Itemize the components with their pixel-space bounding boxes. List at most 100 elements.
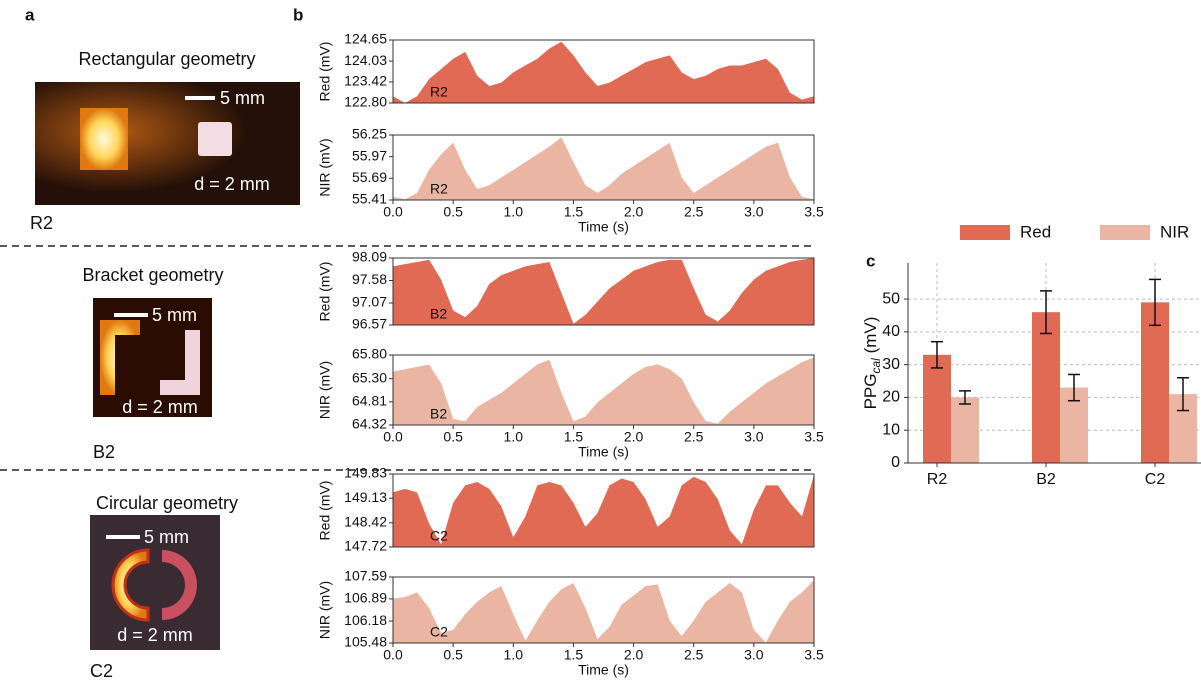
x-tick-label: 1.5	[564, 647, 584, 663]
area	[393, 475, 814, 547]
y-tick-label: 55.41	[352, 191, 387, 207]
y-tick-label: 124.65	[344, 31, 387, 47]
x-tick-label: R2	[927, 471, 948, 488]
photo-led	[111, 548, 150, 622]
x-tick-label: 3.5	[804, 429, 824, 445]
y-axis-label: Red (mV)	[317, 262, 333, 322]
scale-label: 5 mm	[220, 88, 265, 108]
y-tick-label: 30	[882, 356, 900, 373]
y-tick-label: 40	[882, 323, 900, 340]
series-label: R2	[430, 84, 448, 100]
y-axis-label-sub: cal	[869, 358, 883, 374]
y-tick-label: 50	[882, 290, 900, 307]
y-tick-label: 20	[882, 389, 900, 406]
y-axis-label-main: PPG	[861, 373, 880, 409]
series-label: B2	[430, 406, 447, 422]
x-tick-label: C2	[1145, 471, 1166, 488]
y-tick-label: 148.42	[344, 513, 387, 529]
photo-name: B2	[93, 442, 115, 462]
x-tick-label: 3.5	[804, 204, 824, 220]
x-tick-label: 3.0	[744, 647, 764, 663]
x-tick-label: 1.0	[504, 204, 524, 220]
plot-frame	[392, 257, 815, 326]
photo-detector	[198, 122, 232, 156]
legend-swatch	[960, 225, 1010, 240]
photo-title: Rectangular geometry	[78, 49, 255, 69]
x-tick-label: B2	[1036, 471, 1056, 488]
y-tick-label: 105.48	[344, 634, 387, 650]
y-tick-label: 149.83	[344, 465, 387, 481]
x-axis-label: Time (s)	[578, 444, 629, 460]
panel-label: c	[866, 251, 875, 270]
y-tick-label: 98.09	[352, 249, 387, 265]
y-tick-label: 106.89	[344, 590, 387, 606]
error-bar	[1040, 290, 1052, 335]
scale-label: 5 mm	[152, 305, 197, 325]
y-tick-label: 65.80	[352, 346, 387, 362]
y-tick-label: 64.81	[352, 393, 387, 409]
y-tick-label: 55.97	[352, 147, 387, 163]
x-tick-label: 2.0	[624, 647, 644, 663]
x-tick-label: 0.5	[443, 647, 463, 663]
plot-frame	[392, 39, 815, 104]
distance-label: d = 2 mm	[122, 397, 198, 417]
y-axis-label-unit: (mV)	[861, 317, 880, 359]
bar	[923, 354, 951, 463]
y-tick-label: 65.30	[352, 369, 387, 385]
y-tick-label: 123.42	[344, 73, 387, 89]
x-tick-label: 1.0	[504, 647, 524, 663]
y-tick-label: 106.18	[344, 612, 387, 628]
error-bar	[1149, 278, 1161, 327]
photo-detector	[160, 330, 200, 395]
x-tick-label: 2.0	[624, 204, 644, 220]
y-axis-label: NIR (mV)	[317, 581, 333, 639]
photo-led	[100, 320, 140, 395]
x-tick-label: 0.5	[443, 204, 463, 220]
y-axis-label: Red (mV)	[317, 42, 333, 102]
legend-label: NIR	[1160, 222, 1189, 241]
plot-frame	[392, 134, 815, 201]
x-tick-label: 0.5	[443, 429, 463, 445]
error-bar	[959, 390, 971, 405]
y-tick-label: 149.13	[344, 489, 387, 505]
area	[393, 258, 814, 325]
x-axis-label: Time (s)	[578, 662, 629, 678]
legend-swatch	[1100, 225, 1150, 240]
x-tick-label: 3.0	[744, 429, 764, 445]
plot-frame	[392, 576, 815, 644]
photo-bracket: Bracket geometry 5 mm d = 2 mm B2	[82, 265, 223, 462]
distance-label: d = 2 mm	[117, 625, 193, 645]
y-tick-label: 122.80	[344, 94, 387, 110]
series-label: C2	[430, 528, 448, 544]
y-tick-label: 124.03	[344, 52, 387, 68]
area	[393, 137, 814, 200]
y-tick-label: 97.07	[352, 294, 387, 310]
x-axis-label: Time (s)	[578, 219, 629, 235]
bar	[1141, 302, 1169, 463]
photo-name: C2	[90, 661, 113, 681]
photo-title: Circular geometry	[96, 493, 238, 513]
series-label: B2	[430, 306, 447, 322]
photo-detector	[162, 550, 197, 620]
y-axis-label: NIR (mV)	[317, 138, 333, 196]
scale-label: 5 mm	[144, 527, 189, 547]
y-tick-label: 56.25	[352, 126, 387, 142]
x-tick-label: 2.5	[684, 647, 704, 663]
error-bar	[1068, 373, 1080, 402]
y-tick-label: 147.72	[344, 538, 387, 554]
x-tick-label: 2.5	[684, 204, 704, 220]
bar	[1032, 312, 1060, 463]
distance-label: d = 2 mm	[194, 174, 270, 194]
area	[393, 357, 814, 425]
x-tick-label: 1.5	[564, 204, 584, 220]
x-tick-label: 0.0	[383, 204, 403, 220]
scale-bar	[106, 535, 140, 539]
photo-rectangular: Rectangular geometry 5 mm d = 2 mm R2	[30, 49, 300, 233]
scale-bar	[114, 313, 148, 317]
y-tick-label: 96.57	[352, 316, 387, 332]
error-bar	[931, 340, 943, 369]
area	[393, 41, 814, 103]
panel-label: b	[293, 5, 303, 24]
y-axis-label: PPGcal (mV)	[861, 317, 883, 410]
